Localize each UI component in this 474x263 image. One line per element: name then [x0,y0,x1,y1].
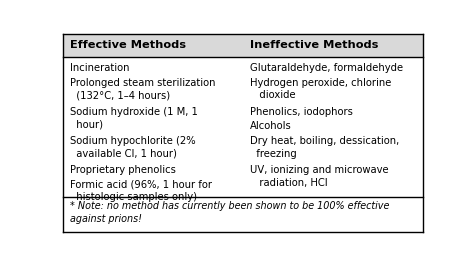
Text: Proprietary phenolics: Proprietary phenolics [70,165,176,175]
Text: Effective Methods: Effective Methods [70,40,186,50]
Text: Hydrogen peroxide, chlorine
   dioxide: Hydrogen peroxide, chlorine dioxide [250,78,392,100]
Text: UV, ionizing and microwave
   radiation, HCl: UV, ionizing and microwave radiation, HC… [250,165,389,188]
Text: Formic acid (96%, 1 hour for
  histologic samples only): Formic acid (96%, 1 hour for histologic … [70,180,212,203]
Text: Ineffective Methods: Ineffective Methods [250,40,379,50]
Text: Sodium hydroxide (1 M, 1
  hour): Sodium hydroxide (1 M, 1 hour) [70,107,198,129]
Text: Alcohols: Alcohols [250,121,292,131]
Text: Prolonged steam sterilization
  (132°C, 1–4 hours): Prolonged steam sterilization (132°C, 1–… [70,78,216,100]
Text: * Note: no method has currently been shown to be 100% effective
against prions!: * Note: no method has currently been sho… [70,201,390,224]
Text: Incineration: Incineration [70,63,130,73]
Text: Sodium hypochlorite (2%
  available Cl, 1 hour): Sodium hypochlorite (2% available Cl, 1 … [70,136,196,159]
Text: Glutaraldehyde, formaldehyde: Glutaraldehyde, formaldehyde [250,63,403,73]
Text: Dry heat, boiling, dessication,
  freezing: Dry heat, boiling, dessication, freezing [250,136,400,159]
Bar [63,34,423,57]
Text: Phenolics, iodophors: Phenolics, iodophors [250,107,353,117]
